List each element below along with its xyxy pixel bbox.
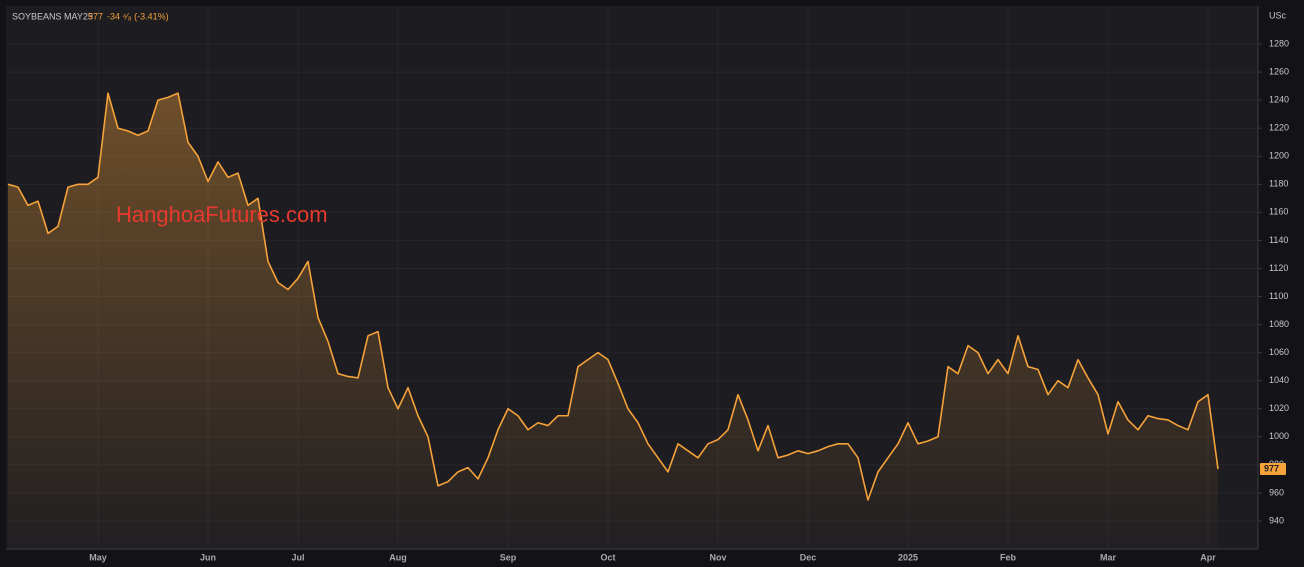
y-tick-label: 1120	[1269, 263, 1288, 273]
y-tick-label: 1220	[1269, 123, 1289, 133]
last-price-box	[1260, 463, 1286, 476]
y-tick-label: 1060	[1269, 347, 1289, 357]
x-tick-label: May	[89, 552, 107, 562]
last-price-label: 977	[1264, 463, 1279, 473]
y-tick-label: 1020	[1269, 403, 1289, 413]
y-tick-label: 1180	[1269, 179, 1288, 189]
area-fill	[8, 93, 1218, 549]
x-tick-label: Sep	[500, 552, 517, 562]
x-tick-label: Mar	[1100, 552, 1117, 562]
series	[7, 92, 1219, 549]
price-change: -34 ⁴⁄₈ (-3.41%)	[107, 11, 169, 21]
x-tick-label: Aug	[389, 552, 407, 562]
y-tick-label: 1200	[1269, 151, 1289, 161]
y-tick-label: 960	[1269, 487, 1284, 497]
x-tick-label: Jun	[200, 552, 216, 562]
x-tick-label: Apr	[1200, 552, 1216, 562]
y-tick-label: 1260	[1269, 66, 1289, 76]
price-line	[7, 92, 1219, 501]
axis: 9409609801000102010401060108011001120114…	[89, 38, 1289, 562]
symbol: SOYBEANS MAY25	[12, 11, 93, 21]
x-tick-label: Oct	[600, 552, 615, 562]
x-tick-label: 2025	[898, 552, 918, 562]
last-price: 977	[88, 11, 103, 21]
y-tick-label: 1280	[1269, 38, 1289, 48]
y-tick-label: 1140	[1269, 235, 1288, 245]
y-tick-label: 1160	[1269, 207, 1288, 217]
unit-label: USc	[1269, 10, 1287, 20]
y-tick-label: 1000	[1269, 431, 1289, 441]
y-tick-label: 1040	[1269, 375, 1289, 385]
x-tick-label: Nov	[709, 552, 726, 562]
x-tick-label: Feb	[1000, 552, 1017, 562]
y-tick-label: 1080	[1269, 319, 1289, 329]
y-tick-label: 1240	[1269, 95, 1289, 105]
y-tick-label: 1100	[1269, 291, 1288, 301]
x-tick-label: Dec	[800, 552, 817, 562]
x-tick-label: Jul	[291, 552, 304, 562]
watermark: HanghoaFutures.com	[116, 202, 328, 227]
y-tick-label: 940	[1269, 515, 1284, 525]
